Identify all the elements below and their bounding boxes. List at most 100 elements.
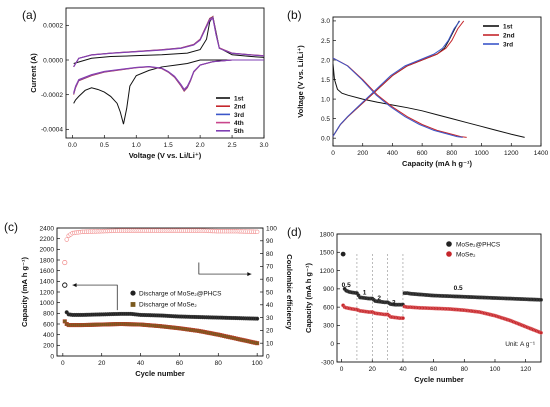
y-tick-label: 2400 xyxy=(40,225,55,232)
series-cycle-2-charge xyxy=(332,20,465,137)
y-tick-label: 0 xyxy=(330,341,334,348)
y-tick-label: 2.5 xyxy=(321,38,330,45)
panel-label: (d) xyxy=(287,225,302,239)
plot-frame xyxy=(332,16,542,147)
x-axis-label: Cycle number xyxy=(135,369,185,378)
x-tick-label: 0 xyxy=(331,150,335,157)
y-tick-label: 600 xyxy=(323,304,334,311)
y-tick-label: 0.5 xyxy=(321,116,330,123)
x-tick-label: 600 xyxy=(417,150,428,157)
marker-mose2 xyxy=(539,330,543,335)
y2-tick-label: 80 xyxy=(266,251,274,258)
series-cycle-4-anodic xyxy=(73,17,265,67)
panel-label: (c) xyxy=(4,220,18,234)
series-1st-charge xyxy=(332,20,460,137)
x-tick-label: 1400 xyxy=(534,150,549,157)
y-tick-label: -0.0004 xyxy=(41,127,63,134)
legend-label: 3rd xyxy=(503,41,513,48)
series-cycle-3-anodic xyxy=(73,16,265,68)
x-tick-label: 0.5 xyxy=(100,142,109,149)
legend-label: 2nd xyxy=(234,104,246,111)
panel-c: 0 20 40 60 80 1000200400600800100012001400160… xyxy=(4,220,294,378)
y-axis-label: Capacity (mA h g⁻¹) xyxy=(20,257,29,327)
y-axis-label: Capacity (mA h g⁻¹) xyxy=(304,263,313,333)
y2-tick-label: 40 xyxy=(266,302,274,309)
y-tick-label: 1000 xyxy=(40,300,55,307)
legend-label: MoSe₂ xyxy=(456,251,476,258)
legend-label: 3rd xyxy=(234,112,244,119)
x-tick-label: 20 xyxy=(369,366,377,373)
panel-d: 0 20 40 60 80 100 120 -300 0 300 600 900 1200 1500 180… xyxy=(287,225,543,384)
panel-label: (b) xyxy=(287,8,302,22)
x-axis-label: Capacity (mA h g⁻¹) xyxy=(402,159,472,168)
legend-label: Discharge of MoSe₂@PHCS xyxy=(139,290,222,297)
rate-label: 0.5 xyxy=(454,285,463,292)
series-cycle-3-charge xyxy=(332,20,461,137)
x-tick-label: 1000 xyxy=(474,150,489,157)
marker-mose2-phcs xyxy=(255,316,260,321)
series-cycle-4-cathodic xyxy=(73,59,264,94)
y2-tick-label: 0 xyxy=(266,353,270,360)
x-tick-label: 2.0 xyxy=(196,142,205,149)
legend-label: 1st xyxy=(234,95,244,102)
y-tick-label: 1600 xyxy=(40,268,55,275)
legend-marker xyxy=(130,302,136,307)
y-tick-label: 0.0 xyxy=(321,135,330,142)
y-tick-label: 400 xyxy=(43,332,54,339)
unit-note: Unit: A g⁻¹ xyxy=(505,341,536,348)
legend-label: Discharge of MoSe₂ xyxy=(139,302,197,309)
x-tick-label: 3.0 xyxy=(259,142,268,149)
y-tick-label: 3.0 xyxy=(321,18,330,25)
panel-a: 0.0 0.5 1.0 1.5 2.0 2.5 3.0 -0.0004 -0.0002 0.000… xyxy=(22,7,269,160)
x-tick-label: 400 xyxy=(387,150,398,157)
y2-tick-label: 30 xyxy=(266,315,274,322)
legend-marker xyxy=(446,241,452,247)
y2-tick-label: 10 xyxy=(266,341,274,348)
y2-tick-label: 20 xyxy=(266,328,274,335)
y2-axis-label: Coulombic efficiency xyxy=(285,254,294,330)
y-tick-label: 1200 xyxy=(320,268,335,275)
y-tick-label: 0.0000 xyxy=(43,57,63,64)
marker-coulombic xyxy=(254,229,260,235)
x-tick-label: 100 xyxy=(490,366,501,373)
y2-tick-label: 90 xyxy=(266,238,274,245)
x-tick-label: 200 xyxy=(357,150,368,157)
rate-label: 2 xyxy=(377,295,381,302)
x-tick-label: 80 xyxy=(461,366,469,373)
x-tick-label: 0.0 xyxy=(68,142,77,149)
rate-label: 3 xyxy=(392,300,396,307)
y-tick-label: 0 xyxy=(50,353,54,360)
x-tick-label: 60 xyxy=(430,366,438,373)
x-tick-label: 40 xyxy=(399,366,407,373)
legend-marker xyxy=(130,290,136,296)
legend-label: 2nd xyxy=(503,32,515,39)
y-axis-label: Voltage (V vs. Li/Li⁺) xyxy=(296,45,305,118)
y-tick-label: -0.0002 xyxy=(41,92,63,99)
x-tick-label: 100 xyxy=(252,360,263,367)
y-axis-label: Current (A) xyxy=(29,53,38,93)
arrow-to-left-axis xyxy=(72,284,118,311)
rate-label: 1 xyxy=(363,289,367,296)
rate-label: 0.5 xyxy=(342,282,351,289)
marker-first-cycle xyxy=(340,251,346,257)
x-tick-label: 2.5 xyxy=(228,142,237,149)
y-tick-label: 2.0 xyxy=(321,57,330,64)
y-tick-label: 1800 xyxy=(40,257,55,264)
series-cycle-3-discharge xyxy=(332,57,463,138)
arrowhead-left xyxy=(72,283,77,288)
x-tick-label: 120 xyxy=(520,366,531,373)
y-tick-label: 1400 xyxy=(40,279,55,286)
marker-first-cycle-ce xyxy=(62,260,68,266)
y-tick-label: 300 xyxy=(323,323,334,330)
series-1st-discharge xyxy=(332,63,525,138)
panel-b: 0 200 400 600 800 1000 1200 1400 0.0 0.5 1.0 1.5 2.0… xyxy=(287,8,549,168)
x-tick-label: 800 xyxy=(446,150,457,157)
series-cycle-5-cathodic xyxy=(73,59,264,93)
y-tick-label: 200 xyxy=(43,343,54,350)
y-tick-label: 900 xyxy=(323,286,334,293)
x-tick-label: 20 xyxy=(98,360,106,367)
y2-tick-label: 50 xyxy=(266,289,274,296)
marker-mose2 xyxy=(255,341,260,346)
